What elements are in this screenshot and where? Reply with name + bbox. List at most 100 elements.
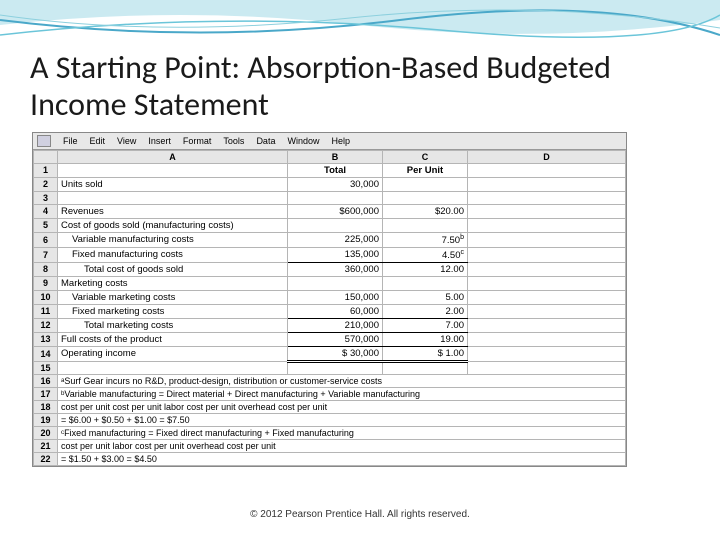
row-header[interactable]: 8: [34, 262, 58, 276]
cell[interactable]: [288, 191, 383, 204]
cell[interactable]: 5.00: [383, 290, 468, 304]
row-header[interactable]: 18: [34, 400, 58, 413]
row-header[interactable]: 3: [34, 191, 58, 204]
menu-file[interactable]: File: [63, 136, 78, 146]
menu-format[interactable]: Format: [183, 136, 212, 146]
cell[interactable]: 2.00: [383, 304, 468, 318]
note-cell[interactable]: ᶜFixed manufacturing = Fixed direct manu…: [58, 426, 626, 439]
col-header-d[interactable]: D: [468, 150, 626, 163]
cell[interactable]: [468, 163, 626, 177]
cell[interactable]: [288, 361, 383, 374]
col-header-b[interactable]: B: [288, 150, 383, 163]
row-header[interactable]: 4: [34, 204, 58, 218]
cell[interactable]: Variable marketing costs: [58, 290, 288, 304]
note-cell[interactable]: = $1.50 + $3.00 = $4.50: [58, 452, 626, 465]
cell[interactable]: Fixed manufacturing costs: [58, 247, 288, 262]
cell[interactable]: [468, 177, 626, 191]
row-header[interactable]: 7: [34, 247, 58, 262]
note-cell[interactable]: = $6.00 + $0.50 + $1.00 = $7.50: [58, 413, 626, 426]
cell[interactable]: [468, 318, 626, 332]
cell[interactable]: Total cost of goods sold: [58, 262, 288, 276]
cell[interactable]: Operating income: [58, 346, 288, 361]
cell[interactable]: [468, 191, 626, 204]
cell[interactable]: [383, 361, 468, 374]
cell[interactable]: [468, 290, 626, 304]
cell[interactable]: 30,000: [288, 177, 383, 191]
row-header[interactable]: 15: [34, 361, 58, 374]
cell[interactable]: [383, 177, 468, 191]
cell[interactable]: [468, 361, 626, 374]
menu-insert[interactable]: Insert: [148, 136, 171, 146]
cell[interactable]: [468, 346, 626, 361]
cell[interactable]: Marketing costs: [58, 276, 288, 290]
col-header-c[interactable]: C: [383, 150, 468, 163]
menu-window[interactable]: Window: [287, 136, 319, 146]
cell[interactable]: 360,000: [288, 262, 383, 276]
cell[interactable]: 7.00: [383, 318, 468, 332]
cell[interactable]: [468, 232, 626, 247]
menu-edit[interactable]: Edit: [90, 136, 106, 146]
row-header[interactable]: 16: [34, 374, 58, 387]
cell[interactable]: [468, 247, 626, 262]
cell[interactable]: Units sold: [58, 177, 288, 191]
cell[interactable]: $ 30,000: [288, 346, 383, 361]
note-cell[interactable]: ᵃSurf Gear incurs no R&D, product-design…: [58, 374, 626, 387]
cell[interactable]: [383, 276, 468, 290]
cell[interactable]: [468, 304, 626, 318]
note-cell[interactable]: cost per unit cost per unit labor cost p…: [58, 400, 626, 413]
cell[interactable]: Per Unit: [383, 163, 468, 177]
menu-data[interactable]: Data: [256, 136, 275, 146]
menu-help[interactable]: Help: [331, 136, 350, 146]
cell[interactable]: 12.00: [383, 262, 468, 276]
cell[interactable]: Revenues: [58, 204, 288, 218]
cell[interactable]: [58, 361, 288, 374]
cell[interactable]: [58, 163, 288, 177]
cell[interactable]: 570,000: [288, 332, 383, 346]
row-header[interactable]: 10: [34, 290, 58, 304]
row-header[interactable]: 14: [34, 346, 58, 361]
cell[interactable]: 225,000: [288, 232, 383, 247]
row-header[interactable]: 11: [34, 304, 58, 318]
row-header[interactable]: 6: [34, 232, 58, 247]
cell[interactable]: [383, 218, 468, 232]
note-cell[interactable]: cost per unit labor cost per unit overhe…: [58, 439, 626, 452]
cell[interactable]: 60,000: [288, 304, 383, 318]
cell[interactable]: Variable manufacturing costs: [58, 232, 288, 247]
row-header[interactable]: 17: [34, 387, 58, 400]
row-header[interactable]: 22: [34, 452, 58, 465]
cell[interactable]: [468, 262, 626, 276]
cell[interactable]: 7.50b: [383, 232, 468, 247]
cell[interactable]: 135,000: [288, 247, 383, 262]
row-header[interactable]: 20: [34, 426, 58, 439]
cell[interactable]: Fixed marketing costs: [58, 304, 288, 318]
row-header[interactable]: 9: [34, 276, 58, 290]
row-header[interactable]: 2: [34, 177, 58, 191]
row-header[interactable]: 5: [34, 218, 58, 232]
row-header[interactable]: 13: [34, 332, 58, 346]
menu-view[interactable]: View: [117, 136, 136, 146]
cell[interactable]: Total: [288, 163, 383, 177]
cell[interactable]: [288, 218, 383, 232]
row-header[interactable]: 19: [34, 413, 58, 426]
cell[interactable]: Full costs of the product: [58, 332, 288, 346]
cell[interactable]: 150,000: [288, 290, 383, 304]
cell[interactable]: Total marketing costs: [58, 318, 288, 332]
cell[interactable]: 4.50c: [383, 247, 468, 262]
cell[interactable]: $20.00: [383, 204, 468, 218]
row-header[interactable]: 21: [34, 439, 58, 452]
row-header[interactable]: 1: [34, 163, 58, 177]
col-header-a[interactable]: A: [58, 150, 288, 163]
cell[interactable]: 19.00: [383, 332, 468, 346]
cell[interactable]: [468, 276, 626, 290]
cell[interactable]: $600,000: [288, 204, 383, 218]
cell[interactable]: $ 1.00: [383, 346, 468, 361]
menu-tools[interactable]: Tools: [223, 136, 244, 146]
cell[interactable]: [468, 218, 626, 232]
cell[interactable]: Cost of goods sold (manufacturing costs): [58, 218, 288, 232]
note-cell[interactable]: ᵇVariable manufacturing = Direct materia…: [58, 387, 626, 400]
cell[interactable]: [288, 276, 383, 290]
cell[interactable]: [468, 332, 626, 346]
cell[interactable]: 210,000: [288, 318, 383, 332]
cell[interactable]: [383, 191, 468, 204]
cell[interactable]: [58, 191, 288, 204]
